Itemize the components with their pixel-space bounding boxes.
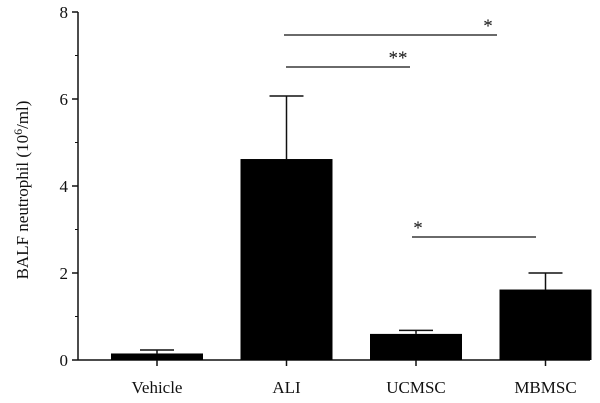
significance-label: ** <box>389 48 408 69</box>
significance-annotations: **** <box>284 16 536 239</box>
bar-vehicle <box>111 353 203 360</box>
y-tick-label: 6 <box>60 90 69 109</box>
x-tick-label: ALI <box>272 378 301 397</box>
significance-label: * <box>483 16 493 37</box>
x-tick-label: UCMSC <box>386 378 446 397</box>
error-bars <box>140 95 563 354</box>
bar-ucmsc <box>370 333 462 360</box>
bars <box>111 159 592 360</box>
bar-ali <box>240 159 333 360</box>
y-tick-label: 2 <box>60 264 69 283</box>
y-tick-label: 8 <box>60 3 69 22</box>
y-tick-label: 0 <box>60 351 69 370</box>
x-tick-label: MBMSC <box>514 378 576 397</box>
y-axis-label: BALF neutrophil (106/ml) <box>11 101 32 280</box>
x-tick-label: Vehicle <box>132 378 183 397</box>
significance-label: * <box>413 218 423 239</box>
y-ticks: 0 2 4 6 8 <box>60 3 78 370</box>
y-tick-label: 4 <box>60 177 69 196</box>
bar-mbmsc <box>499 289 592 360</box>
x-tick-labels: Vehicle ALI UCMSC MBMSC <box>132 360 577 397</box>
